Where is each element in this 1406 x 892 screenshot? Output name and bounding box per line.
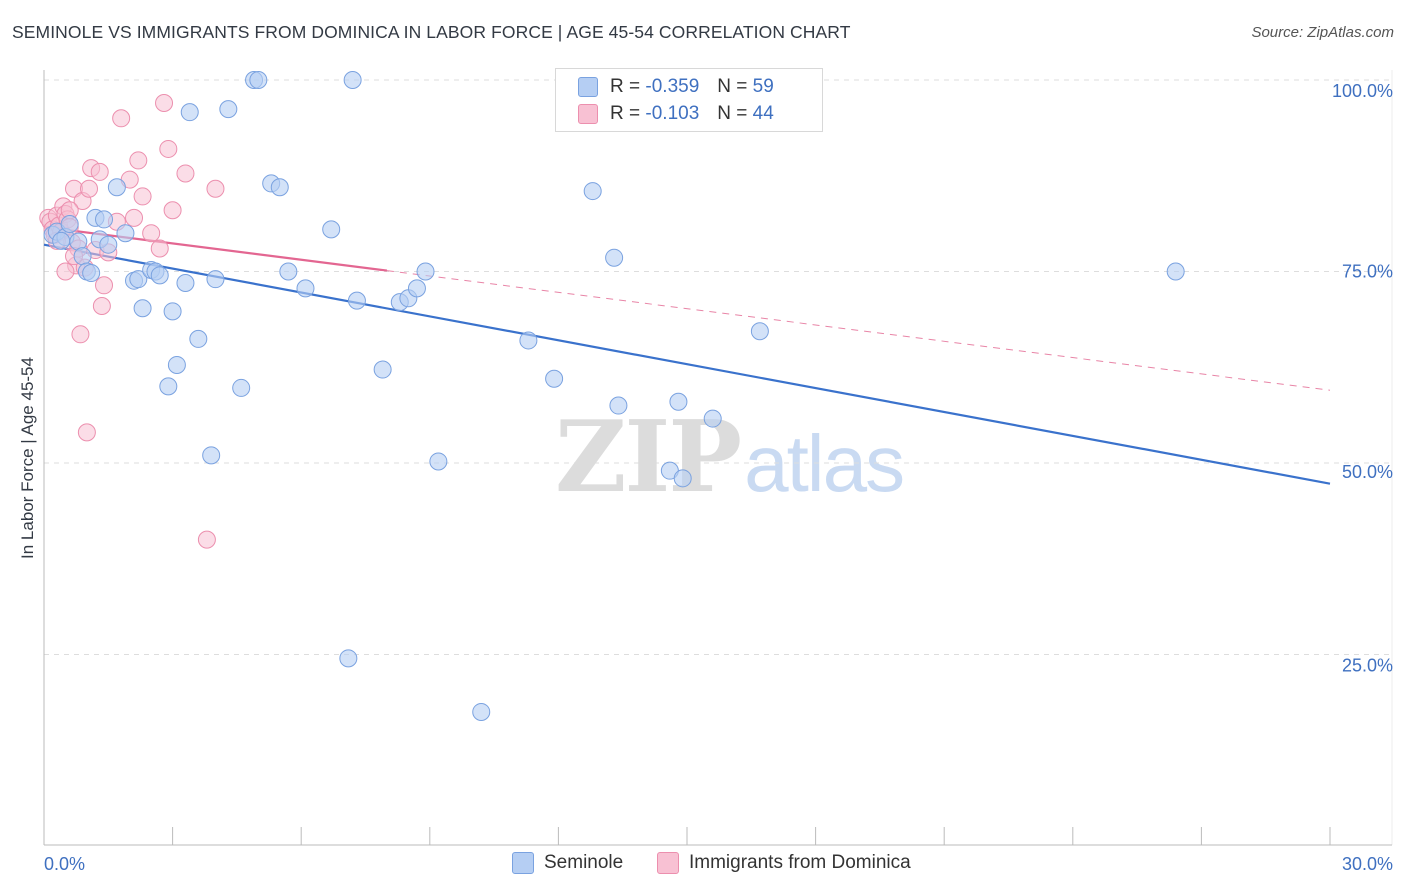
y-tick-label: 75.0% (1342, 262, 1393, 282)
scatter-points (39, 71, 1185, 721)
legend-n-label: N = (717, 103, 748, 124)
point-seminole (750, 322, 769, 341)
series-swatch-seminole (512, 852, 534, 874)
point-seminole (669, 392, 688, 411)
point-dominica (125, 208, 144, 227)
legend-r-value: -0.103 (645, 103, 700, 124)
tick-labels: 25.0% 50.0% 75.0% 100.0% 0.0% 30.0% (44, 81, 1393, 874)
point-seminole (150, 266, 169, 285)
series-label-dominica: Immigrants from Dominica (689, 852, 911, 873)
legend-row-dominica: R = -0.103 N = 44 (578, 102, 774, 126)
point-dominica (163, 201, 182, 220)
point-seminole (519, 331, 538, 350)
legend-r-label: R = (610, 103, 641, 124)
point-seminole (99, 235, 118, 254)
point-seminole (219, 100, 238, 119)
point-dominica (80, 179, 99, 198)
point-seminole (159, 377, 178, 396)
point-seminole (545, 369, 564, 388)
y-tick-label: 100.0% (1332, 81, 1393, 101)
point-seminole (95, 210, 114, 229)
trend-lines (43, 225, 1331, 485)
point-seminole (339, 649, 358, 668)
trend-line-dominica-extension (386, 270, 1331, 391)
series-legend-seminole[interactable]: Seminole (512, 852, 623, 874)
trend-line-seminole (43, 243, 1331, 485)
source-label: Source: ZipAtlas.com (1251, 24, 1394, 41)
point-seminole (206, 270, 225, 289)
point-seminole (232, 378, 251, 397)
legend-n-label: N = (717, 76, 748, 97)
legend-n-value: 59 (752, 76, 774, 97)
x-tick-label: 30.0% (1342, 854, 1393, 874)
series-legend-dominica[interactable]: Immigrants from Dominica (657, 852, 911, 874)
point-seminole (343, 71, 362, 89)
point-seminole (472, 702, 491, 721)
point-seminole (116, 224, 135, 243)
point-seminole (347, 291, 366, 310)
point-dominica (155, 93, 174, 112)
series-legend: Seminole Immigrants from Dominica (0, 852, 1406, 878)
point-seminole (82, 264, 101, 283)
chart-title: SEMINOLE VS IMMIGRANTS FROM DOMINICA IN … (12, 22, 851, 42)
point-seminole (609, 396, 628, 415)
stats-legend: R = -0.359 N = 59 R = -0.103 N = 44 (555, 68, 823, 132)
legend-r-value: -0.359 (645, 76, 700, 97)
point-seminole (202, 446, 221, 465)
legend-n-value: 44 (752, 103, 774, 124)
y-tick-label: 25.0% (1342, 656, 1393, 676)
point-seminole (416, 262, 435, 281)
legend-r-label: R = (610, 76, 641, 97)
point-dominica (159, 139, 178, 158)
legend-swatch-seminole (578, 77, 598, 97)
point-dominica (176, 164, 195, 183)
point-seminole (279, 262, 298, 281)
point-seminole (107, 178, 126, 197)
point-dominica (142, 224, 161, 243)
point-seminole (296, 279, 315, 298)
point-seminole (163, 302, 182, 321)
point-seminole (1166, 262, 1185, 281)
x-tick-label: 0.0% (44, 854, 85, 874)
point-seminole (270, 178, 289, 197)
legend-row-seminole: R = -0.359 N = 59 (578, 75, 774, 99)
y-tick-label: 50.0% (1342, 462, 1393, 482)
legend-swatch-dominica (578, 104, 598, 124)
point-seminole (249, 71, 268, 89)
point-dominica (90, 162, 109, 181)
point-dominica (56, 262, 75, 281)
point-seminole (133, 299, 152, 318)
point-seminole (407, 279, 426, 298)
point-seminole (703, 409, 722, 428)
point-dominica (150, 239, 169, 258)
point-seminole (129, 270, 148, 289)
point-dominica (197, 530, 216, 549)
point-seminole (673, 469, 692, 488)
axes (43, 70, 1392, 846)
point-seminole (189, 329, 208, 348)
point-dominica (92, 296, 111, 315)
point-seminole (605, 248, 624, 267)
point-dominica (112, 109, 131, 128)
point-seminole (180, 103, 199, 122)
point-seminole (373, 360, 392, 379)
point-seminole (429, 452, 448, 471)
point-seminole (583, 182, 602, 201)
point-dominica (133, 187, 152, 206)
series-swatch-dominica (657, 852, 679, 874)
point-dominica (129, 151, 148, 170)
point-dominica (77, 423, 96, 442)
point-seminole (73, 247, 92, 266)
point-seminole (60, 215, 79, 234)
point-seminole (322, 220, 341, 239)
point-dominica (71, 325, 90, 344)
point-seminole (167, 355, 186, 374)
point-dominica (95, 276, 114, 295)
series-label-seminole: Seminole (544, 852, 624, 873)
point-seminole (52, 231, 71, 250)
point-dominica (206, 179, 225, 198)
point-seminole (176, 273, 195, 292)
